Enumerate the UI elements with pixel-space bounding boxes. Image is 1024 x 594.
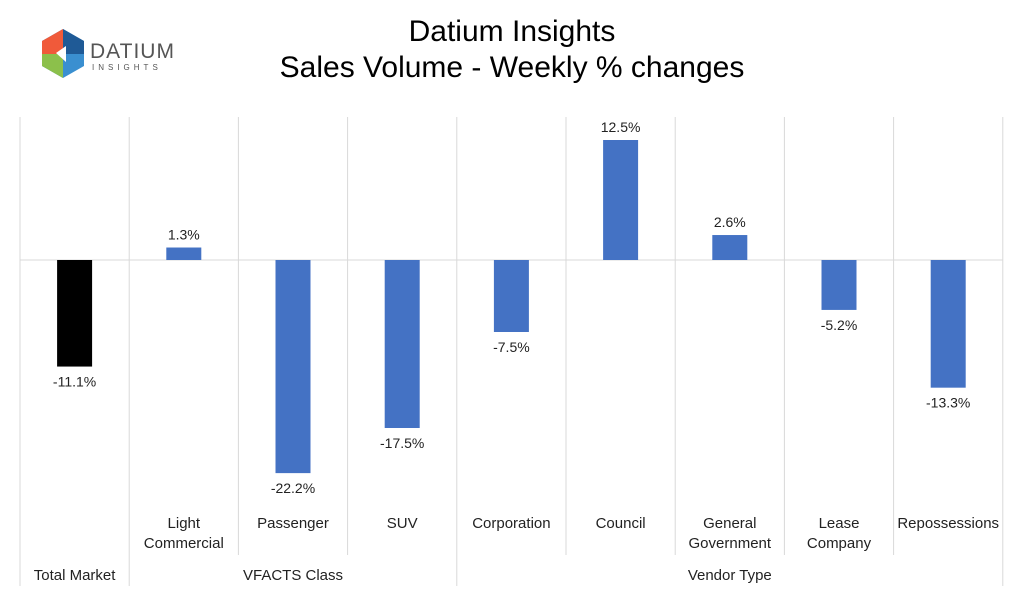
category-label: Light — [168, 515, 201, 532]
bar — [712, 235, 748, 260]
category-label: General — [703, 515, 756, 532]
group-label: VFACTS Class — [243, 567, 343, 584]
category-label: Commercial — [144, 535, 224, 552]
data-label: 12.5% — [601, 119, 641, 135]
bar — [821, 260, 857, 310]
bar — [166, 247, 202, 260]
data-label: 2.6% — [714, 214, 746, 230]
category-label: Passenger — [257, 515, 329, 532]
category-label: Government — [689, 535, 772, 552]
data-label: 1.3% — [168, 227, 200, 243]
category-label: Company — [807, 535, 872, 552]
bar — [57, 260, 93, 367]
svg-text:DATIUM: DATIUM — [90, 40, 175, 63]
data-label: -22.2% — [271, 480, 315, 496]
data-label: -5.2% — [821, 317, 858, 333]
category-label: Repossessions — [897, 515, 999, 532]
bar — [930, 260, 966, 388]
bar — [275, 260, 311, 474]
bar — [493, 260, 529, 332]
group-label: Vendor Type — [688, 567, 772, 584]
data-label: -11.1% — [53, 374, 96, 390]
category-label: SUV — [387, 515, 418, 532]
datium-logo: DATIUM INSIGHTS — [42, 29, 175, 78]
data-label: -7.5% — [493, 339, 530, 355]
svg-text:INSIGHTS: INSIGHTS — [92, 63, 162, 72]
title-line-2: Sales Volume - Weekly % changes — [279, 51, 745, 84]
category-label: Lease — [819, 515, 860, 532]
category-label: Council — [596, 515, 646, 532]
bar — [603, 140, 639, 260]
data-label: -13.3% — [926, 395, 970, 411]
title-line-1: Datium Insights — [408, 15, 616, 48]
category-label: Corporation — [472, 515, 550, 532]
category-label: Total Market — [34, 567, 117, 584]
data-label: -17.5% — [380, 435, 424, 451]
bar — [384, 260, 420, 428]
chart-title: Datium Insights Sales Volume - Weekly % c… — [0, 14, 1024, 86]
